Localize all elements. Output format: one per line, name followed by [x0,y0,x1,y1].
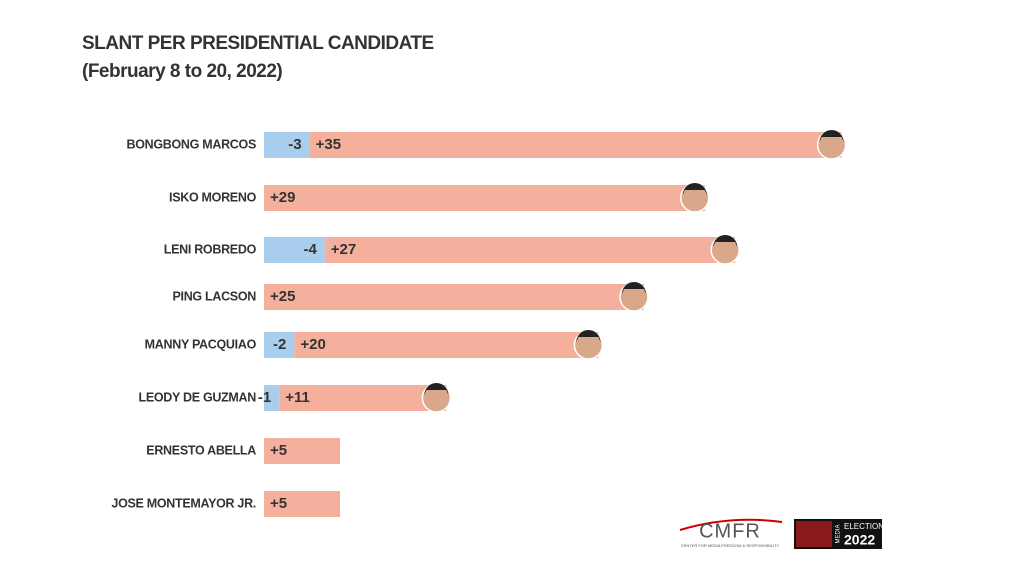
chart-title: SLANT PER PRESIDENTIAL CANDIDATE [82,33,434,54]
value-label: +27 [331,241,356,258]
bar-positive [294,332,599,358]
bar-positive [309,132,842,158]
bar-negative [264,385,280,411]
candidate-hair [622,282,646,294]
logo-text: CMFR [699,520,761,542]
candidate-hair [713,235,738,247]
candidate-hair [682,183,707,195]
value-label: -1 [258,389,271,406]
category-label: JOSE MONTEMAYOR JR. [111,496,256,510]
category-label: ISKO MORENO [169,190,257,204]
cmfr-logo: CMFR CENTER FOR MEDIA FREEDOM & RESPONSI… [679,518,783,548]
category-label: MANNY PACQUIAO [145,337,257,351]
value-label: +29 [270,189,295,206]
logo-text: MEDIA [836,524,842,543]
elections-logo: MEDIA ELECTIONS 2022 [794,519,889,549]
logo-text: ELECTIONS [844,522,889,531]
candidate-hair [819,130,844,142]
logo-text: 2022 [844,532,875,548]
category-label: PING LACSON [172,289,256,303]
chart-subtitle: (February 8 to 20, 2022) [82,61,282,82]
category-label: ERNESTO ABELLA [146,443,256,457]
bar-positive [264,438,340,464]
category-label: LENI ROBREDO [164,242,257,256]
bar-positive [264,185,705,211]
category-label: LEODY DE GUZMAN [139,390,257,404]
logo-swoosh [679,518,783,531]
value-label: +5 [270,495,287,512]
bar-positive [264,284,644,310]
category-label: BONGBONG MARCOS [126,137,256,151]
value-label: +11 [285,389,310,406]
logo-art [796,521,832,547]
bar-positive [264,491,340,517]
bar-positive [279,385,447,411]
value-label: -4 [303,241,317,258]
candidate-hair [424,383,449,395]
value-label: +5 [270,442,287,459]
bar-negative [264,237,325,263]
value-label: -2 [273,336,286,353]
value-label: +35 [316,136,341,153]
value-label: -3 [288,136,301,153]
value-label: +20 [300,336,325,353]
candidate-hair [576,330,601,342]
logo-subtext: CENTER FOR MEDIA FREEDOM & RESPONSIBILIT… [681,543,780,548]
bar-negative [264,332,295,358]
value-label: +25 [270,288,295,305]
bar-negative [264,132,310,158]
bar-positive [324,237,736,263]
